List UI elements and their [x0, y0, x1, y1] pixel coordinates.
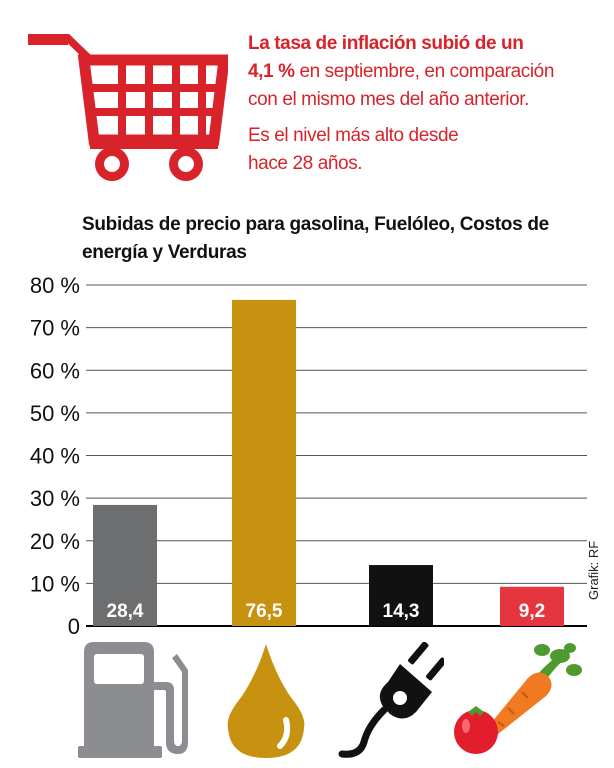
y-tick-label: 60 % — [30, 358, 80, 383]
headline-line-3: con el mismo mes del año anterior. — [248, 89, 530, 110]
shopping-cart-icon — [28, 34, 228, 181]
data-label: 76,5 — [246, 601, 283, 622]
chart-title: Subidas de precio para gasolina, Fuelóle… — [82, 214, 549, 263]
credit: Grafik: RF — [586, 540, 601, 600]
y-tick-label: 40 % — [30, 444, 80, 469]
y-tick-label: 80 % — [30, 273, 80, 298]
y-tick-label: 50 % — [30, 401, 80, 426]
y-tick-label: 70 % — [30, 316, 80, 341]
headline: La tasa de inflación subió de un 4,1 % e… — [248, 30, 593, 178]
vegetables-icon — [454, 643, 582, 754]
y-tick-label: 30 % — [30, 486, 80, 511]
oil-drop-icon — [227, 644, 305, 758]
data-label: 9,2 — [519, 601, 545, 622]
data-label: 28,4 — [107, 601, 144, 622]
bar-4 — [500, 586, 564, 626]
fuel-pump-icon — [78, 642, 188, 758]
headline-line-2-rest: en septiembre, en comparación — [294, 61, 555, 82]
bar-2 — [232, 299, 296, 626]
headline-line-4: Es el nivel más alto desde — [248, 125, 459, 146]
headline-line-2: 4,1 % en septiembre, en comparación — [248, 58, 593, 86]
inflation-rate: 4,1 % — [248, 61, 295, 82]
headline-line-5: hace 28 años. — [248, 153, 363, 174]
bar-1 — [93, 504, 157, 626]
data-label: 14,3 — [383, 601, 420, 622]
y-tick-label: 10 % — [30, 571, 80, 596]
headline-line-1: La tasa de inflación subió de un — [248, 33, 524, 54]
y-tick-label: 20 % — [30, 529, 80, 554]
bar-3 — [369, 565, 433, 626]
power-plug-icon — [338, 642, 444, 758]
y-tick-label: 0 — [68, 614, 80, 639]
